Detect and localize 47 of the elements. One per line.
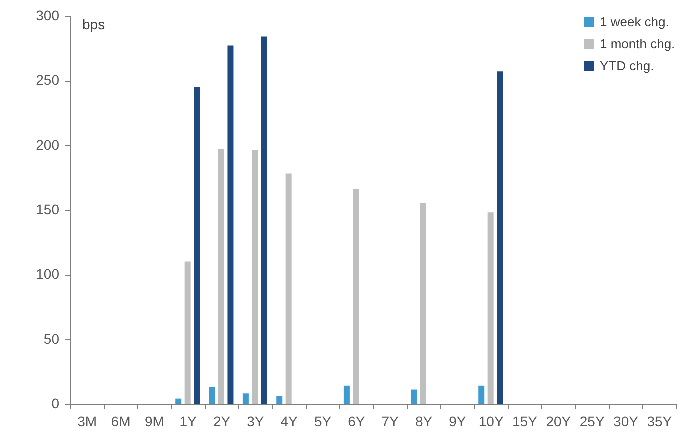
- bar: [252, 150, 258, 404]
- bar: [176, 398, 182, 404]
- x-tick-label: 6M: [111, 414, 131, 430]
- x-tick-label: 4Y: [280, 414, 299, 430]
- x-tick-label: 9Y: [449, 414, 467, 430]
- bar: [184, 262, 191, 404]
- y-tick-label: 200: [36, 136, 60, 153]
- bar: [194, 87, 200, 404]
- x-tick-label: 8Y: [415, 414, 434, 430]
- bar: [420, 204, 426, 404]
- y-tick-label: 250: [36, 72, 60, 88]
- x-tick-label: 3M: [78, 414, 98, 430]
- y-tick-label: 150: [36, 202, 60, 218]
- x-tick-label: 6Y: [348, 414, 366, 430]
- y-tick-label: 100: [36, 266, 60, 282]
- bar: [209, 387, 216, 404]
- x-tick-label: 9M: [144, 414, 164, 430]
- x-tick-label: 7Y: [382, 414, 400, 430]
- bar: [344, 386, 350, 404]
- x-tick-label: 3Y: [247, 414, 265, 430]
- legend-label: 1 week chg.: [600, 14, 670, 30]
- bar: [261, 36, 268, 404]
- bar: [218, 149, 224, 404]
- y-tick-label: 0: [52, 396, 60, 412]
- x-tick-label: 35Y: [647, 414, 673, 430]
- y-tick-label: 50: [44, 330, 60, 347]
- x-tick-label: 10Y: [478, 414, 504, 430]
- x-tick-label: 30Y: [614, 414, 640, 430]
- legend-label: 1 month chg.: [600, 36, 676, 52]
- bar: [497, 72, 504, 404]
- bar: [228, 46, 234, 404]
- y-axis-title: bps: [82, 16, 106, 32]
- x-tick-label: 15Y: [512, 414, 538, 430]
- bar: [242, 394, 249, 404]
- x-tick-label: 20Y: [546, 414, 572, 430]
- x-tick-label: 5Y: [314, 414, 332, 430]
- legend-label: YTD chg.: [600, 58, 654, 74]
- bar: [478, 386, 485, 404]
- bar: [276, 396, 283, 404]
- x-tick-label: 1Y: [180, 414, 198, 430]
- y-tick-label: 300: [36, 8, 60, 24]
- bar: [353, 189, 360, 404]
- bar: [488, 212, 494, 404]
- x-tick-label: 25Y: [580, 414, 606, 430]
- bar: [411, 390, 418, 404]
- bar: [286, 174, 292, 404]
- x-tick-label: 2Y: [213, 414, 232, 430]
